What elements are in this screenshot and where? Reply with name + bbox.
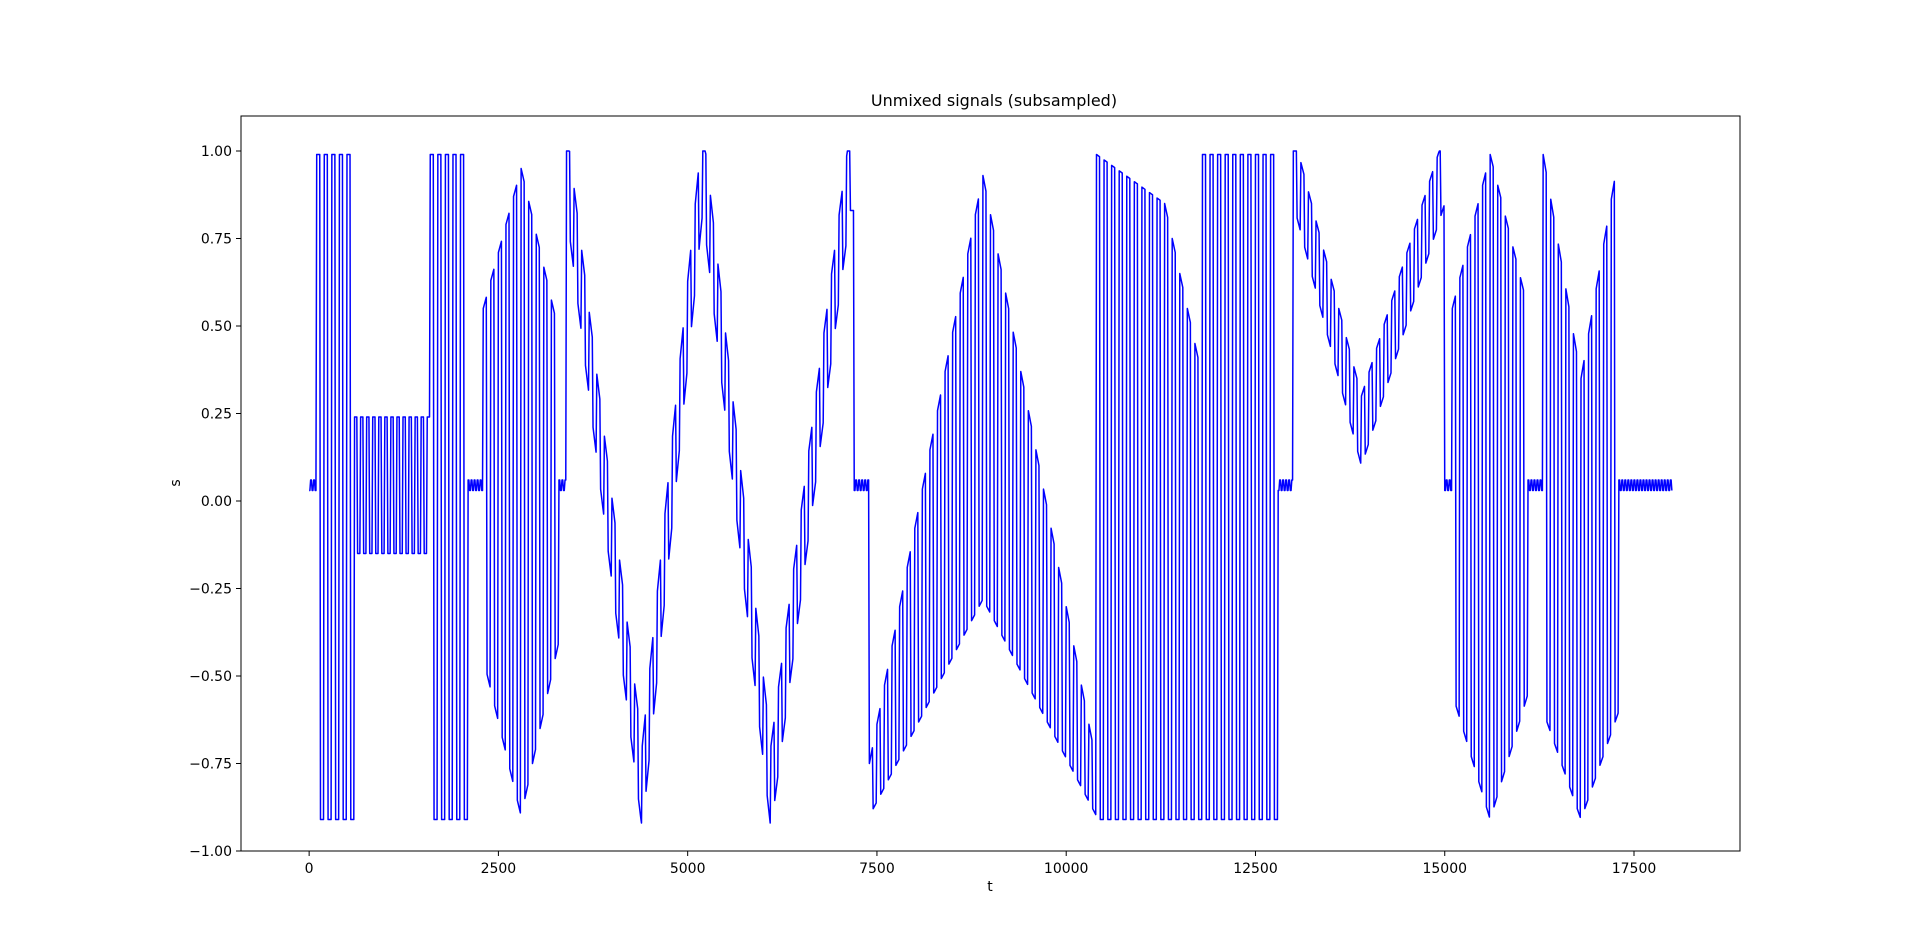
y-tick-label: 0.25 [201,407,232,423]
x-tick-label: 0 [305,861,314,877]
signal-series-line [309,150,1673,824]
axes-frame [240,115,1741,852]
x-axis-label: t [987,879,993,895]
x-tick-label: 7500 [859,861,895,877]
y-tick-label: −1.00 [189,844,232,860]
y-tick-label: 1.00 [201,144,232,160]
x-tick-label: 2500 [481,861,517,877]
x-tick-label: 17500 [1612,861,1657,877]
x-tick-label: 5000 [670,861,706,877]
x-tick-label: 15000 [1422,861,1467,877]
x-axis-ticks: 0 2500 5000 7500 10000 12500 15000 17500 [305,851,1657,877]
y-tick-label: 0.50 [201,319,232,335]
y-tick-label: 0.00 [201,494,232,510]
plot-area [309,150,1673,824]
y-axis-label: s [168,479,184,486]
x-tick-label: 10000 [1044,861,1089,877]
y-tick-label: 0.75 [201,232,232,248]
y-tick-label: −0.50 [189,669,232,685]
y-axis-ticks: 1.00 0.75 0.50 0.25 0.00 −0.25 −0.50 −0.75 −1.00 [189,144,241,860]
x-tick-label: 12500 [1233,861,1278,877]
y-tick-label: −0.75 [189,757,232,773]
y-tick-label: −0.25 [189,582,232,598]
chart-title: Unmixed signals (subsampled) [871,91,1117,110]
